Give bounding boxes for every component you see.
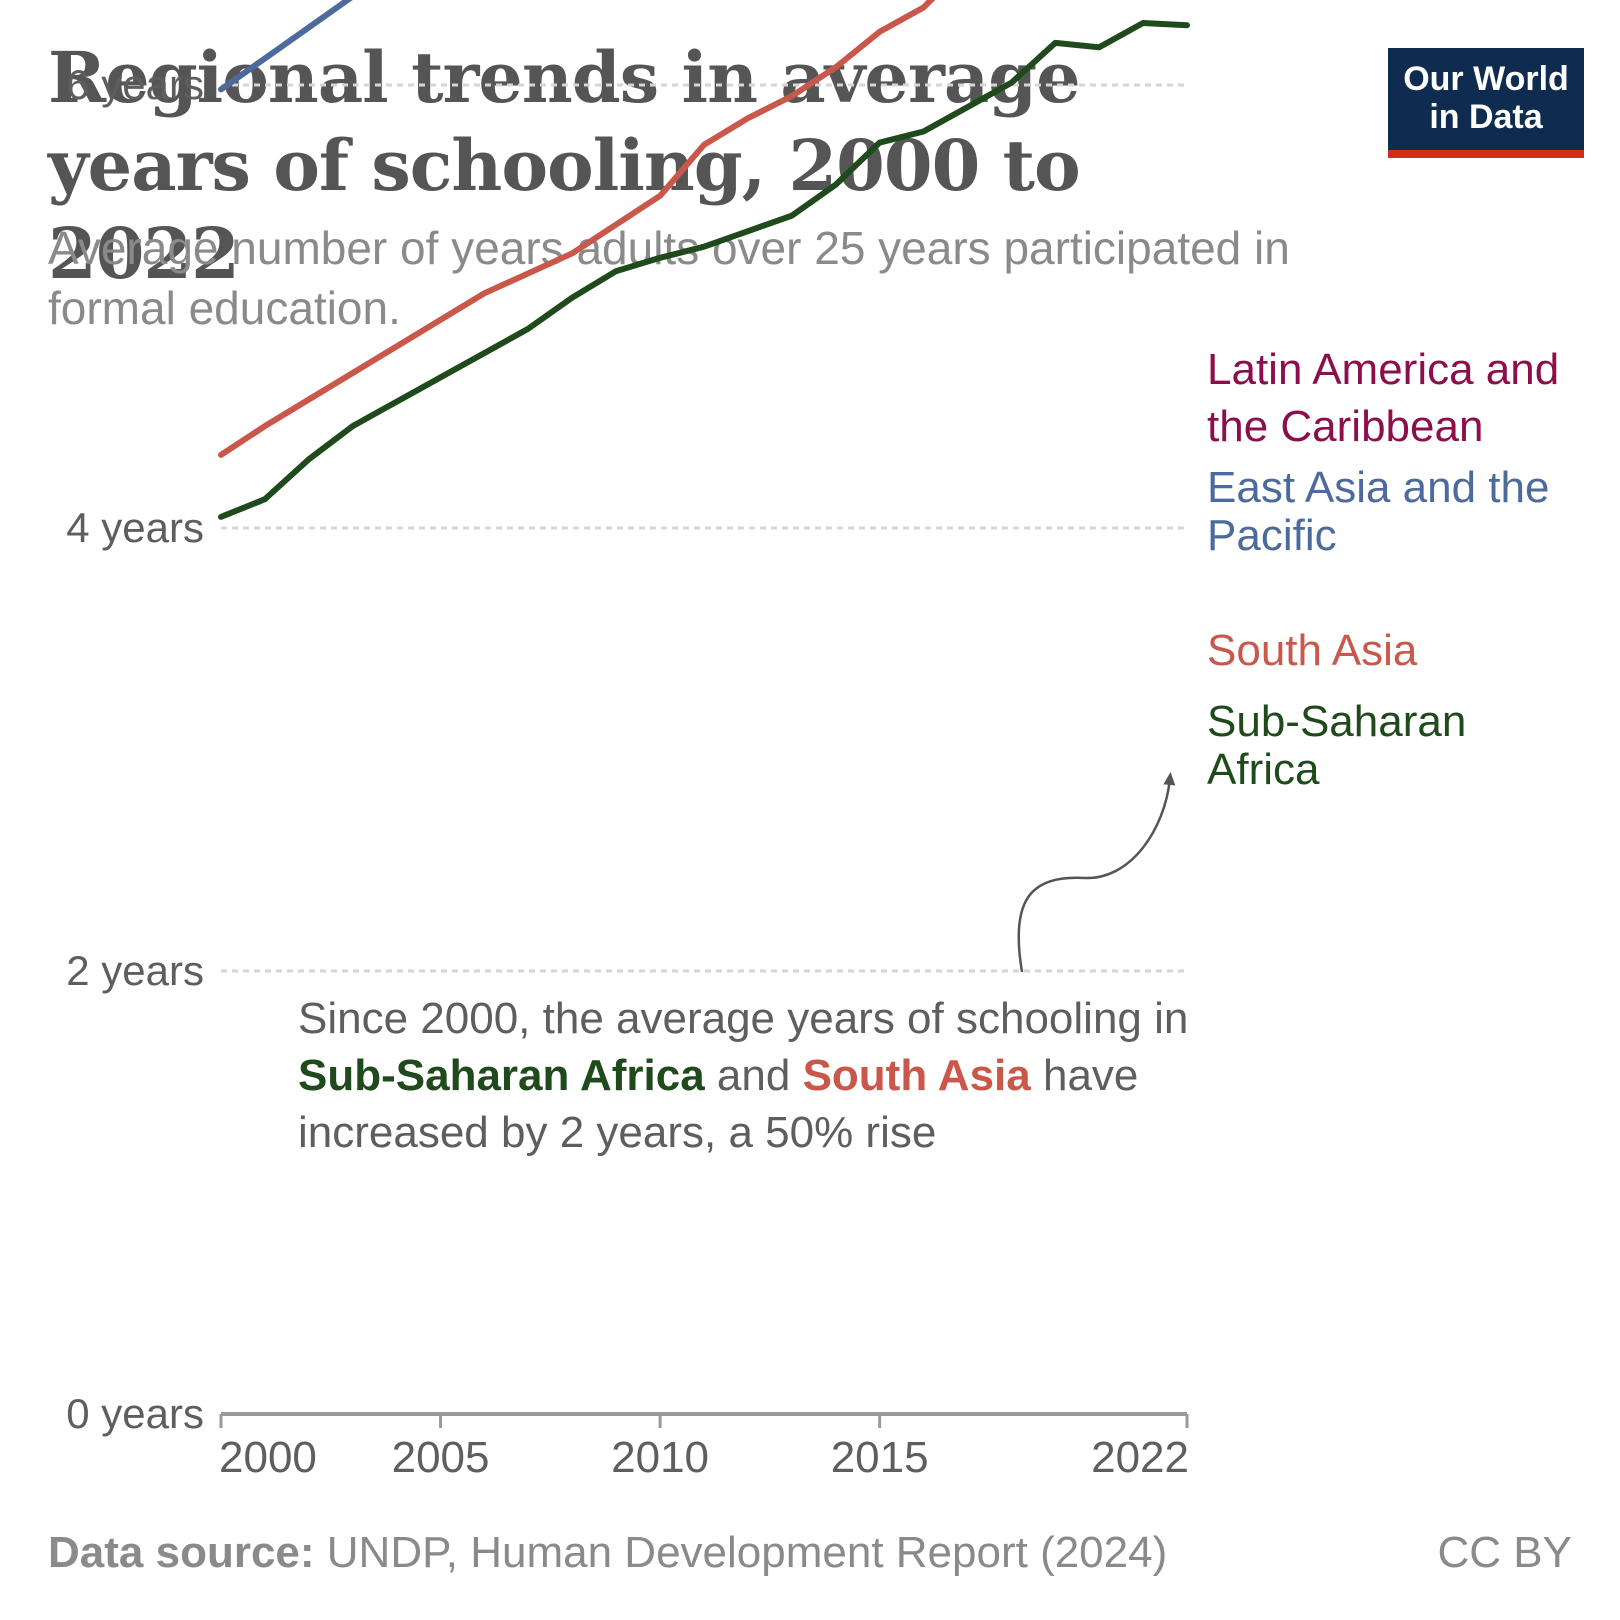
series-label-line: East Asia and the (1207, 463, 1549, 512)
data-source: Data source: UNDP, Human Development Rep… (48, 1528, 1167, 1578)
annotation-arrow-path (1017, 772, 1176, 973)
x-tick-label: 2022 (1091, 1433, 1189, 1482)
logo-line-2: in Data (1429, 98, 1543, 136)
series-line-sub-saharan-africa[interactable] (218, 20, 1190, 520)
x-tick-label: 2015 (831, 1433, 929, 1482)
chart-annotation: Since 2000, the average years of schooli… (298, 990, 1198, 1161)
annotation-text-1: Since 2000, the average years of schooli… (298, 994, 1189, 1043)
owid-logo[interactable]: Our World in Data (1388, 48, 1584, 158)
y-tick-label: 0 years (66, 1390, 204, 1437)
x-tick-label: 2000 (219, 1433, 317, 1482)
logo-line-1: Our World (1403, 60, 1569, 98)
annotation-text-2: and (704, 1051, 803, 1100)
x-tick-label: 2005 (392, 1433, 490, 1482)
annotation-arrow (1017, 772, 1176, 973)
series-label-line: Latin America and (1207, 345, 1559, 394)
y-tick-label: 4 years (66, 504, 204, 551)
data-source-label: Data source: (48, 1528, 315, 1577)
y-tick-label: 6 years (66, 61, 204, 108)
series-label-line: Africa (1207, 745, 1320, 794)
grid-lines (221, 83, 1187, 973)
y-tick-label: 2 years (66, 947, 204, 994)
x-axis (219, 1412, 1189, 1428)
annotation-highlight-sa: South Asia (802, 1051, 1031, 1100)
series-label-line: Pacific (1207, 511, 1337, 560)
x-tick-label: 2010 (611, 1433, 709, 1482)
x-axis-labels: 2000 2005 2010 2015 2022 (219, 1433, 1189, 1482)
series-line-south-asia[interactable] (218, 0, 1187, 458)
chart-subtitle: Average number of years adults over 25 y… (48, 222, 1290, 334)
series-label-line: the Caribbean (1207, 402, 1483, 451)
series-line-east-asia-and-the-pacific[interactable] (218, 0, 1187, 93)
series-lines (218, 0, 1190, 520)
annotation-text-3: have increased by 2 years, a 50% rise (298, 1051, 1139, 1157)
series-label-east-asia-and-the-pacific: East Asia and the Pacific (1207, 463, 1549, 560)
series-label-sub-saharan-africa: Sub-Saharan Africa (1207, 697, 1466, 794)
series-labels: Latin America and the Caribbean East Asia … (1207, 345, 1559, 794)
license-label[interactable]: CC BY (1437, 1528, 1572, 1577)
series-label-line: Sub-Saharan (1207, 697, 1466, 746)
series-label-latin-america-and-the-caribbean: Latin America and the Caribbean (1207, 345, 1559, 451)
series-label-south-asia: South Asia (1207, 626, 1418, 675)
series-label-line: South Asia (1207, 626, 1418, 675)
annotation-highlight-ssa: Sub-Saharan Africa (298, 1051, 705, 1100)
data-source-text[interactable]: UNDP, Human Development Report (2024) (326, 1528, 1168, 1577)
